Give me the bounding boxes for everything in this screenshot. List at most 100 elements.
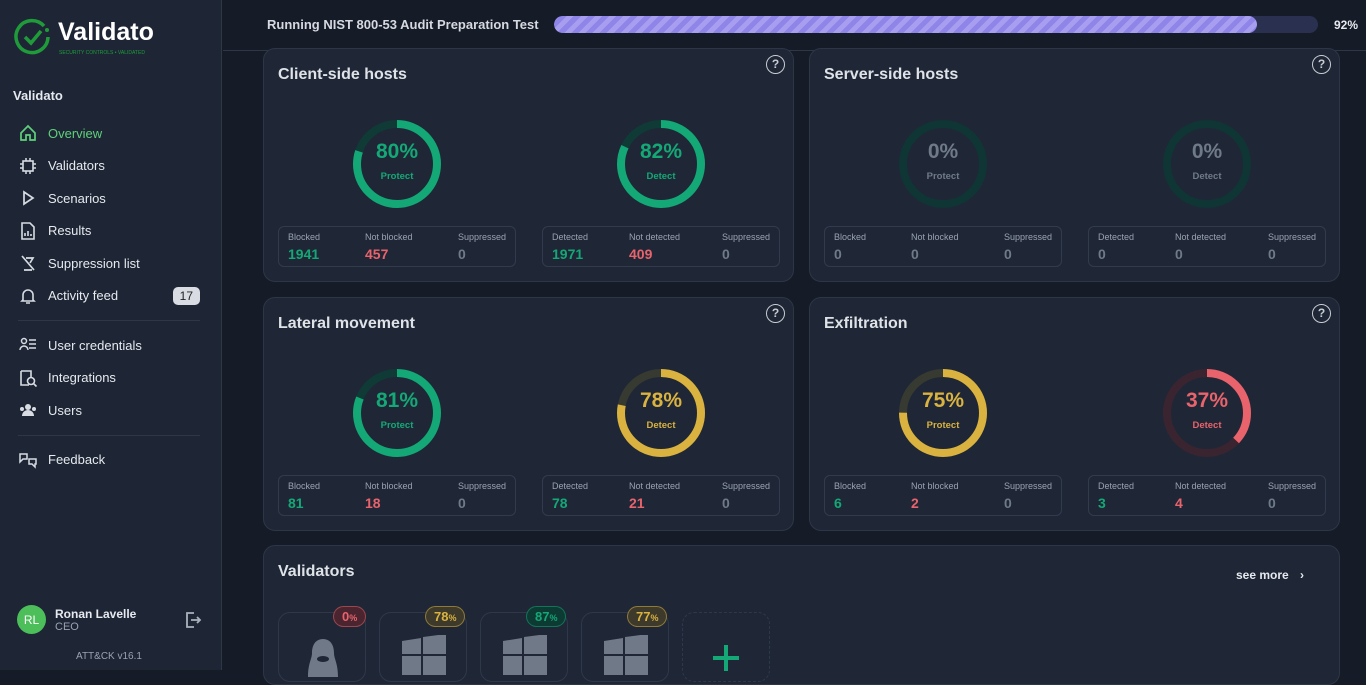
stat-detected: Detected 0 — [1098, 232, 1134, 262]
sidebar-item-scenarios[interactable]: Scenarios — [0, 182, 222, 215]
protect-gauge: 81% Protect — [347, 363, 447, 463]
card-client-side-hosts: Client-side hosts? 80% Protect Blocked 194… — [263, 48, 794, 282]
stat-value: 3 — [1098, 495, 1106, 511]
see-more-label: see more — [1236, 568, 1289, 582]
help-icon[interactable]: ? — [1312, 304, 1331, 323]
detect-stats: Detected 78 Not detected 21 Suppressed 0 — [542, 475, 780, 516]
logout-icon[interactable] — [184, 611, 202, 629]
integrations-icon — [18, 368, 38, 388]
help-icon[interactable]: ? — [766, 55, 785, 74]
sidebar-nav: Overview Validators Scenarios Results Suppre… — [0, 117, 222, 476]
gauge-label: Detect — [1192, 171, 1222, 182]
avatar: RL — [17, 605, 46, 634]
sidebar-item-users[interactable]: Users — [0, 394, 222, 427]
card-title: Server-side hosts — [824, 66, 959, 83]
windows-icon — [503, 635, 547, 675]
sidebar-item-results[interactable]: Results — [0, 215, 222, 248]
users-icon — [18, 400, 38, 420]
progress-track — [554, 16, 1318, 33]
protect-gauge: 0% Protect — [893, 114, 993, 214]
sidebar: Validato SECURITY CONTROLS • VALIDATED V… — [0, 0, 222, 670]
add-validator-button[interactable] — [682, 612, 770, 682]
sidebar-item-feedback[interactable]: Feedback — [0, 444, 222, 477]
sidebar-item-label: Activity feed — [48, 288, 119, 304]
stat-not-detected: Not detected 4 — [1175, 481, 1226, 511]
card-server-side-hosts: Server-side hosts? 0% Protect Blocked 0 Not… — [809, 48, 1340, 282]
logo[interactable]: Validato SECURITY CONTROLS • VALIDATED — [14, 18, 154, 56]
feedback-icon — [18, 450, 38, 470]
stat-label: Detected — [1098, 232, 1135, 242]
gauge-arc — [1163, 369, 1251, 457]
version-label: ATT&CK v16.1 — [76, 651, 142, 662]
gauge-label: Protect — [380, 171, 414, 182]
stat-not-blocked: Not blocked 2 — [911, 481, 959, 511]
protect-stats: Blocked 6 Not blocked 2 Suppressed 0 — [824, 475, 1062, 516]
stat-suppressed: Suppressed 0 — [1004, 481, 1052, 511]
detect-stats: Detected 3 Not detected 4 Suppressed 0 — [1088, 475, 1326, 516]
logo-tagline: SECURITY CONTROLS • VALIDATED — [59, 50, 145, 56]
sidebar-item-activity-feed[interactable]: Activity feed 17 — [0, 280, 222, 313]
sidebar-item-validators[interactable]: Validators — [0, 150, 222, 183]
stat-value: 457 — [365, 246, 389, 262]
stat-label: Not blocked — [365, 481, 413, 491]
stat-label: Not detected — [1175, 232, 1227, 242]
sidebar-item-label: Suppression list — [48, 255, 140, 271]
stat-value: 0 — [722, 495, 730, 511]
validator-score: 87 — [535, 609, 550, 624]
help-icon[interactable]: ? — [766, 304, 785, 323]
sidebar-item-user-credentials[interactable]: User credentials — [0, 329, 222, 362]
validator-score-badge: 77% — [627, 606, 668, 627]
sidebar-item-label: User credentials — [48, 337, 142, 353]
protect-gauge: 75% Protect — [893, 363, 993, 463]
gauge-track — [1163, 120, 1251, 208]
gauge-arc — [353, 120, 441, 208]
windows-icon — [402, 635, 446, 675]
stat-suppressed: Suppressed 0 — [722, 481, 770, 511]
stat-label: Suppressed — [722, 232, 771, 242]
sidebar-item-label: Scenarios — [48, 190, 106, 206]
validator-score-badge: 87% — [526, 606, 567, 627]
sidebar-item-label: Integrations — [48, 370, 116, 386]
stat-suppressed: Suppressed 0 — [1268, 481, 1316, 511]
stat-value: 0 — [458, 246, 466, 262]
stat-label: Blocked — [288, 481, 321, 491]
help-icon[interactable]: ? — [1312, 55, 1331, 74]
percent-sign: % — [650, 613, 659, 623]
validator-score: 0 — [342, 609, 350, 624]
stat-blocked: Blocked 0 — [834, 232, 866, 262]
stat-value: 21 — [629, 495, 645, 511]
detect-stats: Detected 1971 Not detected 409 Suppressed 0 — [542, 226, 780, 267]
stat-label: Not blocked — [911, 481, 959, 491]
stat-label: Blocked — [834, 232, 867, 242]
protect-stats: Blocked 0 Not blocked 0 Suppressed 0 — [824, 226, 1062, 267]
sidebar-item-integrations[interactable]: Integrations — [0, 362, 222, 395]
stat-suppressed: Suppressed 0 — [1268, 232, 1316, 262]
protect-stats: Blocked 1941 Not blocked 457 Suppressed 0 — [278, 226, 516, 267]
sidebar-item-overview[interactable]: Overview — [0, 117, 222, 150]
user-profile[interactable]: RL Ronan Lavelle CEO — [17, 605, 136, 634]
stat-not-blocked: Not blocked 457 — [365, 232, 413, 262]
stat-detected: Detected 1971 — [552, 232, 588, 262]
stat-value: 18 — [365, 495, 381, 511]
gauge-label: Protect — [926, 171, 960, 182]
sidebar-item-suppression-list[interactable]: Suppression list — [0, 247, 222, 280]
stat-label: Not detected — [1175, 481, 1227, 491]
stat-suppressed: Suppressed 0 — [458, 481, 506, 511]
gauge-percent: 81% — [375, 389, 419, 412]
see-more-link[interactable]: see more › — [1236, 568, 1304, 582]
progress-percent: 92% — [1333, 18, 1358, 32]
detect-gauge: 78% Detect — [611, 363, 711, 463]
percent-sign: % — [549, 613, 558, 623]
stat-not-detected: Not detected 21 — [629, 481, 680, 511]
stat-value: 0 — [1098, 246, 1106, 262]
stat-label: Suppressed — [458, 232, 507, 242]
progress-fill — [554, 16, 1257, 33]
gauge-arc — [617, 120, 705, 208]
stat-label: Suppressed — [1004, 232, 1053, 242]
user-role: CEO — [55, 620, 79, 633]
stat-value: 0 — [911, 246, 919, 262]
stat-value: 1941 — [288, 246, 320, 262]
gauge-arc — [617, 369, 705, 457]
credentials-icon — [18, 335, 38, 355]
stat-value: 0 — [834, 246, 842, 262]
